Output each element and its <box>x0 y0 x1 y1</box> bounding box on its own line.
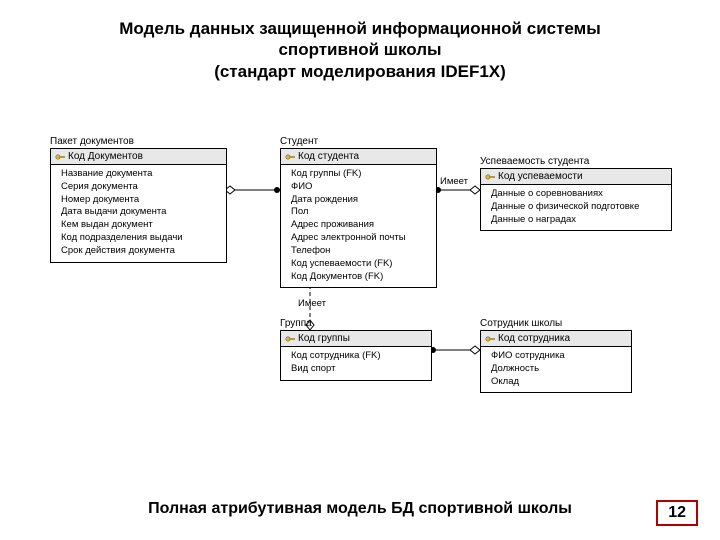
entity-documents: Код Документов Название документа Серия … <box>50 148 227 263</box>
attr: Телефон <box>291 245 430 258</box>
attr: Название документа <box>61 168 220 181</box>
attr: Код успеваемости (FK) <box>291 258 430 271</box>
key-icon <box>485 335 495 343</box>
attr: Данные о наградах <box>491 214 665 227</box>
rel-label-has-2: Имеет <box>298 298 326 309</box>
attr: Код группы (FK) <box>291 168 430 181</box>
entity-group: Код группы Код сотрудника (FK) Вид спорт <box>280 330 432 381</box>
title-line1: Модель данных защищенной информационной … <box>119 19 601 38</box>
attr: Срок действия документа <box>61 245 220 258</box>
entity-label-documents: Пакет документов <box>50 136 134 147</box>
attr: ФИО <box>291 181 430 194</box>
title-line2: спортивной школы <box>278 40 441 59</box>
rel-label-has-1: Имеет <box>440 176 468 187</box>
entity-header-employee: Код сотрудника <box>481 331 631 347</box>
entity-progress: Код успеваемости Данные о соревнованиях … <box>480 168 672 231</box>
entity-label-employee: Сотрудник школы <box>480 318 562 329</box>
entity-body-documents: Название документа Серия документа Номер… <box>51 165 226 262</box>
entity-key-employee: Код сотрудника <box>498 333 570 344</box>
entity-body-employee: ФИО сотрудника Должность Оклад <box>481 347 631 392</box>
title-line3: (стандарт моделирования IDEF1X) <box>214 62 506 81</box>
footer-caption: Полная атрибутивная модель БД спортивной… <box>0 500 720 518</box>
attr: Вид спорт <box>291 363 425 376</box>
entity-key-student: Код студента <box>298 151 359 162</box>
entity-label-group: Группа <box>280 318 312 329</box>
entity-body-progress: Данные о соревнованиях Данные о физическ… <box>481 185 671 230</box>
attr: ФИО сотрудника <box>491 350 625 363</box>
entity-key-documents: Код Документов <box>68 151 143 162</box>
page-title: Модель данных защищенной информационной … <box>0 0 720 82</box>
key-icon <box>285 153 295 161</box>
page-number: 12 <box>656 500 698 526</box>
entity-key-group: Код группы <box>298 333 350 344</box>
entity-label-student: Студент <box>280 136 318 147</box>
key-icon <box>285 335 295 343</box>
entity-body-group: Код сотрудника (FK) Вид спорт <box>281 347 431 380</box>
attr: Кем выдан документ <box>61 219 220 232</box>
attr: Код сотрудника (FK) <box>291 350 425 363</box>
attr: Номер документа <box>61 194 220 207</box>
attr: Код подразделения выдачи <box>61 232 220 245</box>
entity-body-student: Код группы (FK) ФИО Дата рождения Пол Ад… <box>281 165 436 287</box>
attr: Оклад <box>491 376 625 389</box>
attr: Пол <box>291 206 430 219</box>
entity-header-student: Код студента <box>281 149 436 165</box>
diagram-canvas: Имеет Имеет Пакет документов Код Докумен… <box>0 130 720 470</box>
entity-student: Код студента Код группы (FK) ФИО Дата ро… <box>280 148 437 288</box>
entity-label-progress: Успеваемость студента <box>480 156 589 167</box>
entity-header-documents: Код Документов <box>51 149 226 165</box>
attr: Должность <box>491 363 625 376</box>
attr: Данные о соревнованиях <box>491 188 665 201</box>
attr: Данные о физической подготовке <box>491 201 665 214</box>
attr: Код Документов (FK) <box>291 271 430 284</box>
key-icon <box>485 173 495 181</box>
entity-key-progress: Код успеваемости <box>498 171 583 182</box>
attr: Адрес электронной почты <box>291 232 430 245</box>
attr: Адрес проживания <box>291 219 430 232</box>
attr: Серия документа <box>61 181 220 194</box>
attr: Дата выдачи документа <box>61 206 220 219</box>
entity-employee: Код сотрудника ФИО сотрудника Должность … <box>480 330 632 393</box>
attr: Дата рождения <box>291 194 430 207</box>
key-icon <box>55 153 65 161</box>
entity-header-progress: Код успеваемости <box>481 169 671 185</box>
entity-header-group: Код группы <box>281 331 431 347</box>
